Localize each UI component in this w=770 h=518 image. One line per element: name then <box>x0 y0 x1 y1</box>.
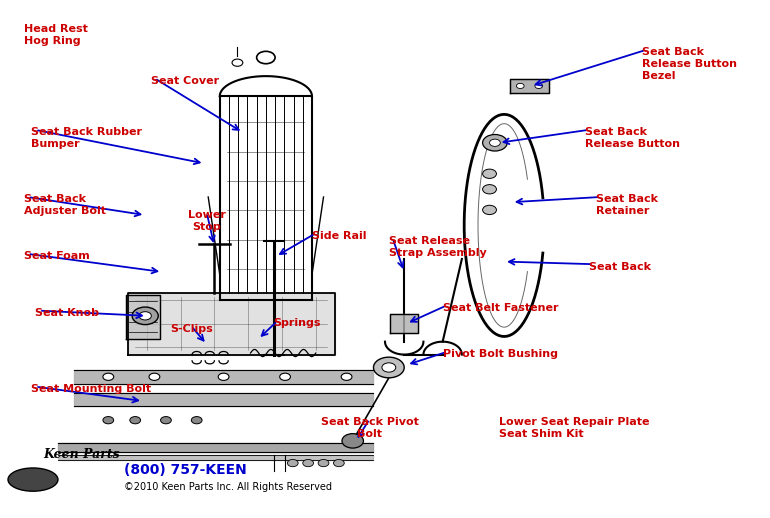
Circle shape <box>287 459 298 467</box>
Circle shape <box>161 416 172 424</box>
Text: Seat Back Pivot
Bolt: Seat Back Pivot Bolt <box>320 416 419 439</box>
Circle shape <box>232 59 243 66</box>
Circle shape <box>318 459 329 467</box>
Circle shape <box>130 416 141 424</box>
Circle shape <box>535 83 543 89</box>
Text: Springs: Springs <box>273 319 321 328</box>
Ellipse shape <box>8 468 58 491</box>
Text: Pivot Bolt Bushing: Pivot Bolt Bushing <box>443 350 557 359</box>
Text: Lower
Stop: Lower Stop <box>188 210 226 232</box>
Circle shape <box>483 205 497 214</box>
Circle shape <box>139 312 152 320</box>
Circle shape <box>483 184 497 194</box>
Circle shape <box>483 169 497 178</box>
Text: Head Rest
Hog Ring: Head Rest Hog Ring <box>24 24 88 46</box>
Text: ©2010 Keen Parts Inc. All Rights Reserved: ©2010 Keen Parts Inc. All Rights Reserve… <box>124 482 332 492</box>
Text: Seat Foam: Seat Foam <box>24 251 89 261</box>
Circle shape <box>132 307 159 325</box>
Text: (800) 757-KEEN: (800) 757-KEEN <box>124 463 246 477</box>
Circle shape <box>483 135 507 151</box>
Circle shape <box>218 373 229 380</box>
Circle shape <box>342 434 363 448</box>
Circle shape <box>303 459 313 467</box>
Text: Seat Back
Release Button
Bezel: Seat Back Release Button Bezel <box>642 47 738 81</box>
Text: Seat Belt Fastener: Seat Belt Fastener <box>443 303 558 313</box>
Text: Seat Back: Seat Back <box>589 262 651 271</box>
Circle shape <box>280 373 290 380</box>
Text: Seat Cover: Seat Cover <box>151 76 219 85</box>
Circle shape <box>490 139 501 147</box>
Text: Seat Release
Strap Assembly: Seat Release Strap Assembly <box>389 236 487 258</box>
Text: S-Clips: S-Clips <box>170 324 213 334</box>
Text: Side Rail: Side Rail <box>312 231 367 240</box>
Circle shape <box>103 416 114 424</box>
Circle shape <box>373 357 404 378</box>
Text: Seat Back
Adjuster Bolt: Seat Back Adjuster Bolt <box>24 194 105 217</box>
Text: Seat Back Rubber
Bumper: Seat Back Rubber Bumper <box>32 127 142 149</box>
Circle shape <box>517 83 524 89</box>
Text: Seat Knob: Seat Knob <box>35 308 99 318</box>
Text: Keen Parts: Keen Parts <box>43 448 119 461</box>
Text: Seat Back
Release Button: Seat Back Release Button <box>585 127 680 149</box>
Circle shape <box>191 416 202 424</box>
Circle shape <box>103 373 114 380</box>
Text: Lower Seat Repair Plate
Seat Shim Kit: Lower Seat Repair Plate Seat Shim Kit <box>499 416 649 439</box>
Circle shape <box>341 373 352 380</box>
Circle shape <box>149 373 160 380</box>
Text: Seat Mounting Bolt: Seat Mounting Bolt <box>32 384 152 394</box>
Circle shape <box>333 459 344 467</box>
Circle shape <box>382 363 396 372</box>
Text: Seat Back
Retainer: Seat Back Retainer <box>597 194 658 217</box>
